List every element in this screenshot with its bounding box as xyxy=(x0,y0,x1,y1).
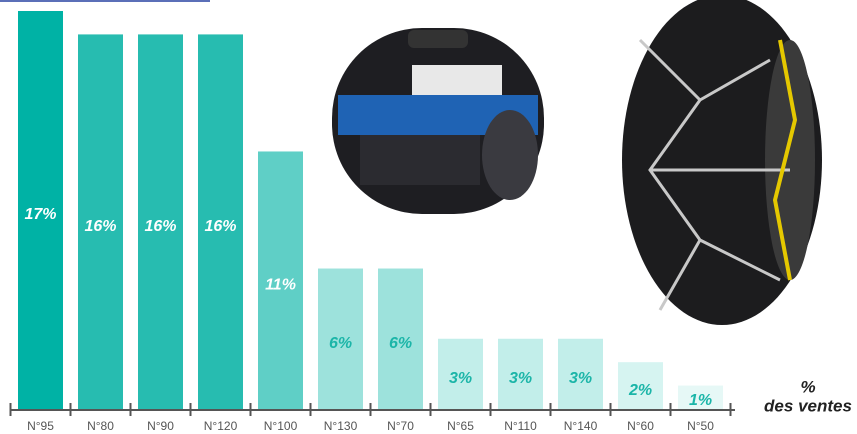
bar xyxy=(558,338,603,409)
bar xyxy=(318,268,363,409)
bar xyxy=(258,151,303,409)
x-tick-label: N°95 xyxy=(27,419,54,433)
bar xyxy=(438,338,483,409)
x-tick-label: N°130 xyxy=(324,419,358,433)
x-tick-label: N°70 xyxy=(387,419,414,433)
x-tick-label: N°100 xyxy=(264,419,298,433)
value-label: 16% xyxy=(144,218,176,235)
value-label: 3% xyxy=(569,370,592,387)
tire-image xyxy=(622,0,822,325)
bar xyxy=(678,385,723,409)
bar xyxy=(18,11,63,409)
axis-label: % xyxy=(800,377,815,396)
value-label: 3% xyxy=(449,370,472,387)
value-label: 3% xyxy=(509,370,532,387)
bar xyxy=(378,268,423,409)
value-label: 2% xyxy=(628,382,652,399)
x-tick-label: N°60 xyxy=(627,419,654,433)
bar xyxy=(498,338,543,409)
bar xyxy=(618,362,663,409)
value-label: 6% xyxy=(329,335,352,352)
value-label: 1% xyxy=(689,392,712,409)
value-label: 6% xyxy=(389,335,412,352)
bar xyxy=(138,34,183,409)
bar xyxy=(78,34,123,409)
x-tick-label: N°140 xyxy=(564,419,598,433)
x-tick-label: N°65 xyxy=(447,419,474,433)
x-tick-label: N°80 xyxy=(87,419,114,433)
bar xyxy=(198,34,243,409)
x-tick-label: N°110 xyxy=(504,419,537,433)
axis-label: des ventes xyxy=(764,396,852,415)
x-tick-label: N°120 xyxy=(204,419,238,433)
value-label: 16% xyxy=(84,218,116,235)
chain-box-image xyxy=(332,28,544,214)
x-tick-label: N°90 xyxy=(147,419,174,433)
value-label: 16% xyxy=(204,218,236,235)
value-label: 11% xyxy=(265,276,296,293)
x-tick-label: N°50 xyxy=(687,419,714,433)
value-label: 17% xyxy=(24,206,56,223)
